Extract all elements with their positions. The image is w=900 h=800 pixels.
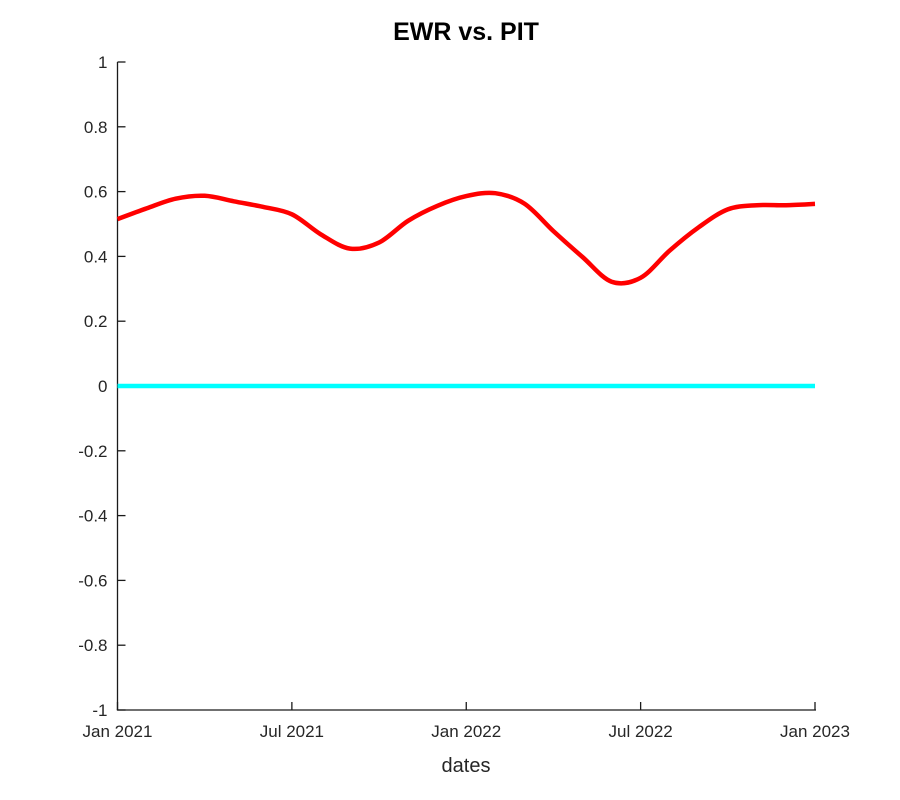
red-curve-series <box>116 190 816 286</box>
x-tick-label: Jan 2023 <box>780 722 850 741</box>
chart-title: EWR vs. PIT <box>393 18 539 46</box>
x-tick-label: Jan 2021 <box>83 722 153 741</box>
x-tick-label: Jan 2022 <box>431 722 501 741</box>
y-tick-label: 0.4 <box>84 247 108 266</box>
tick-labels: -1 -0.8 -0.6 -0.4 -0.2 0 0.2 0.4 0.6 0.8 1 Jan 2021… <box>78 53 850 741</box>
y-tick-label: -0.2 <box>78 442 107 461</box>
y-tick-label: 0.6 <box>84 183 108 202</box>
y-tick-label: 0.2 <box>84 312 108 331</box>
y-tick-label: 0 <box>98 377 107 396</box>
x-axis-label: dates <box>442 755 491 777</box>
y-tick-label: -1 <box>92 701 107 720</box>
y-tick-label: -0.8 <box>78 636 107 655</box>
y-tick-label: -0.6 <box>78 571 107 590</box>
y-tick-label: -0.4 <box>78 507 107 526</box>
y-tick-label: 1 <box>98 53 107 72</box>
x-tick-label: Jul 2022 <box>608 722 672 741</box>
y-tick-label: 0.8 <box>84 118 108 137</box>
data-series <box>116 190 816 389</box>
x-tick-label: Jul 2021 <box>260 722 324 741</box>
